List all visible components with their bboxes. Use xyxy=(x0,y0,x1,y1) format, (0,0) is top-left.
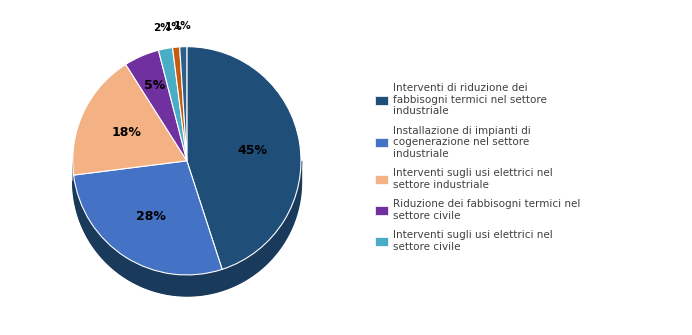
Text: 45%: 45% xyxy=(237,144,267,157)
Text: 2%: 2% xyxy=(153,23,170,34)
Wedge shape xyxy=(73,64,187,175)
Text: 1%: 1% xyxy=(174,21,192,31)
Wedge shape xyxy=(73,161,222,275)
Wedge shape xyxy=(158,48,187,161)
Wedge shape xyxy=(187,47,301,269)
Wedge shape xyxy=(180,47,187,161)
Legend: Interventi di riduzione dei
fabbisogni termici nel settore
industriale, Installa: Interventi di riduzione dei fabbisogni t… xyxy=(372,80,583,255)
Text: 1%: 1% xyxy=(165,22,183,32)
Wedge shape xyxy=(172,47,187,161)
Polygon shape xyxy=(73,181,301,295)
Text: 5%: 5% xyxy=(143,79,165,92)
Text: 28%: 28% xyxy=(136,210,166,223)
Wedge shape xyxy=(126,50,187,161)
Text: 18%: 18% xyxy=(112,126,142,139)
